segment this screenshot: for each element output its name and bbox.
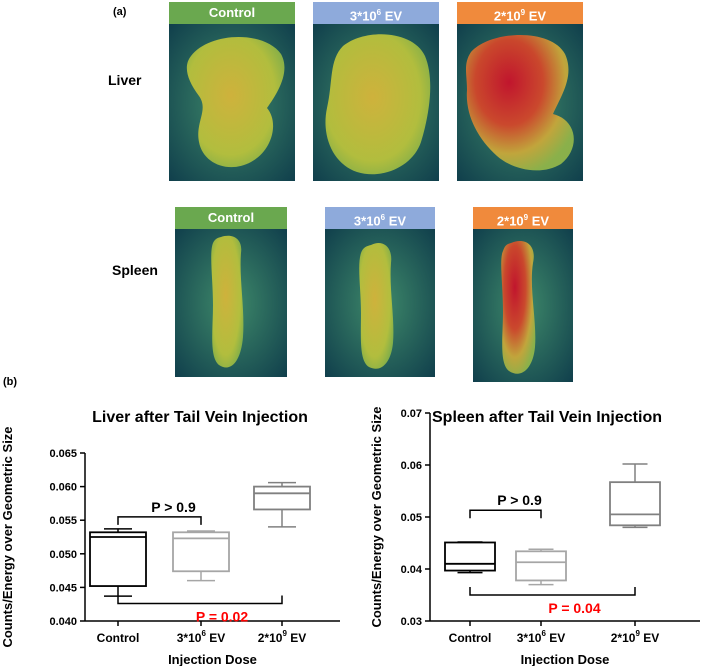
p-value-label: P = 0.04	[548, 600, 601, 616]
header-exp: 9	[520, 8, 526, 17]
p-value-label: P > 0.9	[151, 499, 196, 515]
y-tick-label: 0.04	[401, 564, 423, 576]
y-tick-label: 0.03	[401, 616, 422, 628]
spleen-control-header: Control	[175, 207, 287, 229]
header-text: 3*10	[353, 213, 381, 229]
header-text: Control	[207, 210, 255, 225]
y-tick-label: 0.040	[49, 616, 77, 628]
y-tick-label: 0.050	[49, 549, 77, 561]
liver-low-image: 3*106 EV	[313, 2, 439, 181]
header-suffix: EV	[385, 213, 407, 229]
header-text: 2*10	[496, 213, 524, 229]
x-tick-label: Control	[97, 631, 140, 645]
x-tick-suffix: EV	[640, 631, 659, 645]
x-tick-label: 2*109 EV	[258, 629, 307, 645]
x-tick-base: 3*10	[517, 631, 542, 645]
liver-high-photo	[457, 24, 583, 181]
x-tick-base: 3*10	[177, 631, 202, 645]
panel-a-label: (a)	[113, 6, 127, 18]
liver-control-header: Control	[169, 2, 295, 24]
x-tick-exp: 9	[635, 629, 640, 638]
p-value-label: P = 0.02	[196, 609, 249, 625]
header-text: 2*10	[493, 8, 521, 24]
y-tick-label: 0.065	[49, 448, 77, 460]
bracket-line	[117, 595, 283, 605]
x-tick-label: 2*109 EV	[611, 629, 660, 645]
x-tick-suffix: EV	[287, 631, 306, 645]
box-iqr	[515, 550, 567, 582]
bracket-line	[117, 516, 202, 525]
y-tick-label: 0.06	[401, 460, 422, 472]
p-value-label: P > 0.9	[497, 492, 542, 508]
x-tick-base: 2*10	[611, 631, 636, 645]
header-suffix: EV	[525, 8, 547, 24]
x-tick-label: Control	[449, 631, 492, 645]
row-label-spleen: Spleen	[112, 262, 158, 278]
x-tick-suffix: EV	[206, 631, 225, 645]
spleen-control-image: Control	[175, 207, 287, 377]
spleen-control-photo	[175, 229, 287, 377]
x-tick-exp: 9	[282, 629, 287, 638]
spleen-box-chart: Spleen after Tail Vein Injection Counts/E…	[369, 406, 700, 666]
box-1	[172, 530, 230, 582]
chart-title: Spleen after Tail Vein Injection	[432, 409, 662, 426]
y-tick-label: 0.07	[401, 408, 422, 420]
comparison-bracket-0	[117, 516, 202, 525]
chart-title: Liver after Tail Vein Injection	[92, 409, 308, 426]
liver-high-image: 2*109 EV	[457, 2, 583, 181]
box-iqr	[444, 541, 496, 572]
box-0	[89, 528, 147, 597]
header-exp: 9	[523, 213, 529, 222]
y-tick-label: 0.05	[401, 512, 422, 524]
spleen-high-image: 2*109 EV	[473, 207, 573, 382]
header-text: 3*10	[349, 8, 377, 24]
x-axis-label: Injection Dose	[168, 652, 257, 666]
liver-control-image: Control	[169, 2, 295, 181]
liver-box-chart: Liver after Tail Vein Injection Counts/En…	[0, 409, 340, 666]
spleen-low-header: 3*106 EV	[325, 207, 435, 229]
y-tick-label: 0.060	[49, 482, 77, 494]
header-exp: 6	[380, 213, 386, 222]
header-suffix: EV	[381, 8, 403, 24]
comparison-bracket-1	[117, 595, 283, 605]
header-text: Control	[208, 5, 256, 20]
spleen-low-photo	[325, 229, 435, 377]
x-tick-base: Control	[97, 631, 140, 645]
liver-high-header: 2*109 EV	[457, 2, 583, 24]
box-2	[253, 481, 311, 528]
box-iqr	[89, 531, 147, 587]
spleen-high-header: 2*109 EV	[473, 207, 573, 229]
x-tick-base: Control	[449, 631, 492, 645]
x-tick-exp: 6	[201, 629, 206, 638]
spleen-low-image: 3*106 EV	[325, 207, 435, 377]
box-0	[444, 541, 496, 574]
box-iqr	[609, 481, 661, 527]
bracket-line	[469, 509, 542, 519]
box-1	[515, 548, 567, 586]
box-2	[609, 463, 661, 529]
bracket-line	[469, 587, 636, 596]
header-suffix: EV	[528, 213, 550, 229]
spleen-high-photo	[473, 229, 573, 382]
comparison-bracket-0	[469, 509, 542, 519]
liver-low-photo	[313, 24, 439, 181]
x-tick-label: 3*106 EV	[177, 629, 226, 645]
x-tick-base: 2*10	[258, 631, 283, 645]
header-exp: 6	[376, 8, 382, 17]
box-iqr	[253, 485, 311, 511]
y-tick-label: 0.055	[49, 515, 77, 527]
liver-low-header: 3*106 EV	[313, 2, 439, 24]
x-tick-label: 3*106 EV	[517, 629, 566, 645]
panel-b-label: (b)	[3, 376, 18, 388]
y-axis-label: Counts/Energy over Geometric Size	[0, 426, 15, 647]
x-tick-suffix: EV	[546, 631, 565, 645]
row-label-liver: Liver	[108, 72, 142, 88]
liver-control-photo	[169, 24, 295, 181]
y-axis-label: Counts/Energy over Geometric Size	[369, 406, 384, 627]
comparison-bracket-1	[469, 587, 636, 596]
x-axis-label: Injection Dose	[521, 652, 610, 666]
y-tick-label: 0.045	[49, 582, 77, 594]
x-tick-exp: 6	[541, 629, 546, 638]
